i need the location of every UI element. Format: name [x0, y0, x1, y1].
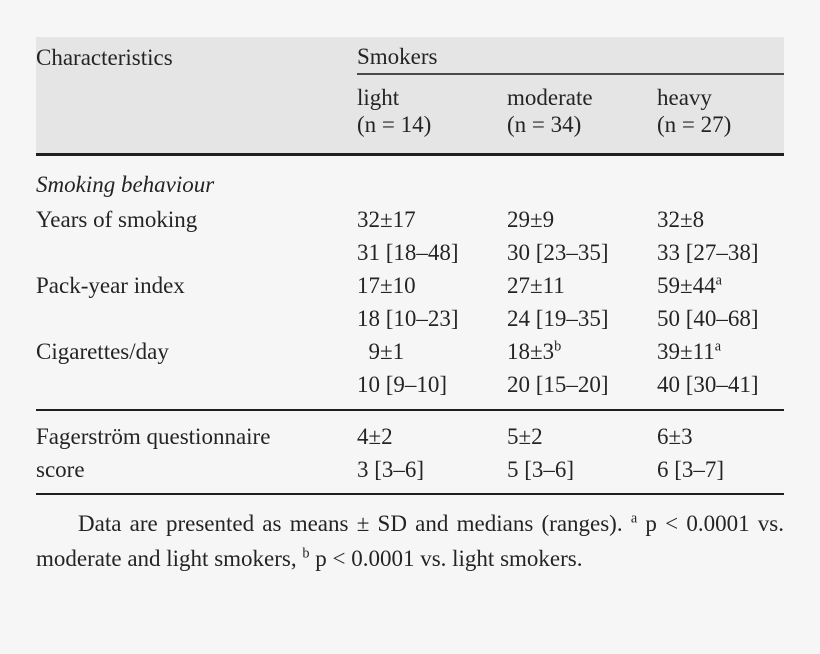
mean-value: 32±17	[357, 207, 416, 232]
median-value: 40 [30–41]	[657, 372, 759, 397]
table-header: Characteristics Smokers light (n = 14) m…	[36, 37, 784, 156]
mean-value: 5±2	[507, 424, 543, 449]
median-value: 33 [27–38]	[657, 240, 759, 265]
median-value: 50 [40–68]	[657, 306, 759, 331]
footnote-text: p < 0.0001 vs. moderate and light smoker…	[36, 511, 785, 571]
median-value: 24 [19–35]	[507, 306, 609, 331]
significance-superscript: a	[715, 272, 722, 289]
row-pack-year-index: Pack-year index 17±10 18 [10–23] 27±11 2…	[36, 269, 784, 335]
data-cell-heavy: 39±11a 40 [30–41]	[657, 335, 784, 401]
row-label: Pack-year index	[36, 273, 185, 298]
median-value: 30 [23–35]	[507, 240, 609, 265]
footnote-text: p < 0.0001 vs. light smokers.	[309, 546, 583, 571]
footnote-text: Data are presented as means ± SD and med…	[78, 511, 631, 536]
fagerstrom-section: Fagerström questionnaire score 4±2 3 [3–…	[36, 411, 784, 495]
table-body: Smoking behaviour Years of smoking 32±17…	[36, 156, 784, 411]
row-fagerstrom-score: Fagerström questionnaire score 4±2 3 [3–…	[36, 420, 784, 486]
column-label: heavy	[657, 85, 712, 110]
mean-value: 29±9	[507, 207, 555, 232]
mean-value: 18±3b	[507, 338, 562, 364]
data-cell-light: 32±17 31 [18–48]	[357, 203, 507, 269]
mean-value: 39±11a	[657, 338, 722, 364]
header-col-heavy: heavy (n = 27)	[657, 84, 784, 138]
footnote-superscript-a: a	[630, 510, 638, 527]
column-label: moderate	[507, 85, 593, 110]
column-headers: light (n = 14) moderate (n = 34) heavy (…	[357, 75, 784, 153]
table-footnote: Data are presented as means ± SD and med…	[36, 506, 784, 576]
median-value: 31 [18–48]	[357, 240, 459, 265]
median-value: 18 [10–23]	[357, 306, 459, 331]
significance-superscript: a	[714, 338, 722, 355]
data-cell-heavy: 32±8 33 [27–38]	[657, 203, 784, 269]
mean-value: 59±44a	[657, 272, 722, 298]
header-smokers-group: Smokers light (n = 14) moderate (n = 34)…	[357, 37, 784, 153]
mean-value: 9±1	[357, 339, 405, 364]
median-value: 20 [15–20]	[507, 372, 609, 397]
median-value: 5 [3–6]	[507, 457, 575, 482]
footnote-superscript-b: b	[302, 545, 310, 562]
mean-value: 27±11	[507, 273, 565, 298]
header-characteristics: Characteristics	[36, 45, 173, 70]
data-cell-heavy: 59±44a 50 [40–68]	[657, 269, 784, 335]
data-cell-moderate: 29±9 30 [23–35]	[507, 203, 657, 269]
mean-value: 4±2	[357, 424, 393, 449]
data-cell-light: 9±1 10 [9–10]	[357, 335, 507, 401]
section-label-smoking-behaviour: Smoking behaviour	[36, 172, 215, 197]
median-value: 3 [3–6]	[357, 457, 425, 482]
data-cell-light: 17±10 18 [10–23]	[357, 269, 507, 335]
data-cell-moderate: 18±3b 20 [15–20]	[507, 335, 657, 401]
median-value: 10 [9–10]	[357, 372, 448, 397]
smoker-characteristics-table: Characteristics Smokers light (n = 14) m…	[36, 37, 784, 576]
header-col-moderate: moderate (n = 34)	[507, 84, 657, 138]
header-col-light: light (n = 14)	[357, 84, 507, 138]
significance-superscript: b	[554, 338, 562, 355]
column-n-count: (n = 14)	[357, 112, 432, 137]
row-years-of-smoking: Years of smoking 32±17 31 [18–48] 29±9 3…	[36, 203, 784, 269]
column-n-count: (n = 34)	[507, 112, 582, 137]
column-label: light	[357, 85, 400, 110]
row-label: Fagerström questionnaire score	[36, 424, 271, 482]
median-value: 6 [3–7]	[657, 457, 725, 482]
row-label: Years of smoking	[36, 207, 198, 232]
row-cigarettes-per-day: Cigarettes/day 9±1 10 [9–10] 18±3b 20 [1…	[36, 335, 784, 401]
mean-value: 17±10	[357, 273, 416, 298]
mean-value: 6±3	[657, 424, 693, 449]
mean-value: 32±8	[657, 207, 705, 232]
data-cell-moderate: 5±2 5 [3–6]	[507, 420, 657, 486]
row-label: Cigarettes/day	[36, 339, 169, 364]
data-cell-light: 4±2 3 [3–6]	[357, 420, 507, 486]
data-cell-moderate: 27±11 24 [19–35]	[507, 269, 657, 335]
column-n-count: (n = 27)	[657, 112, 732, 137]
data-cell-heavy: 6±3 6 [3–7]	[657, 420, 784, 486]
smokers-group-label: Smokers	[357, 41, 784, 75]
